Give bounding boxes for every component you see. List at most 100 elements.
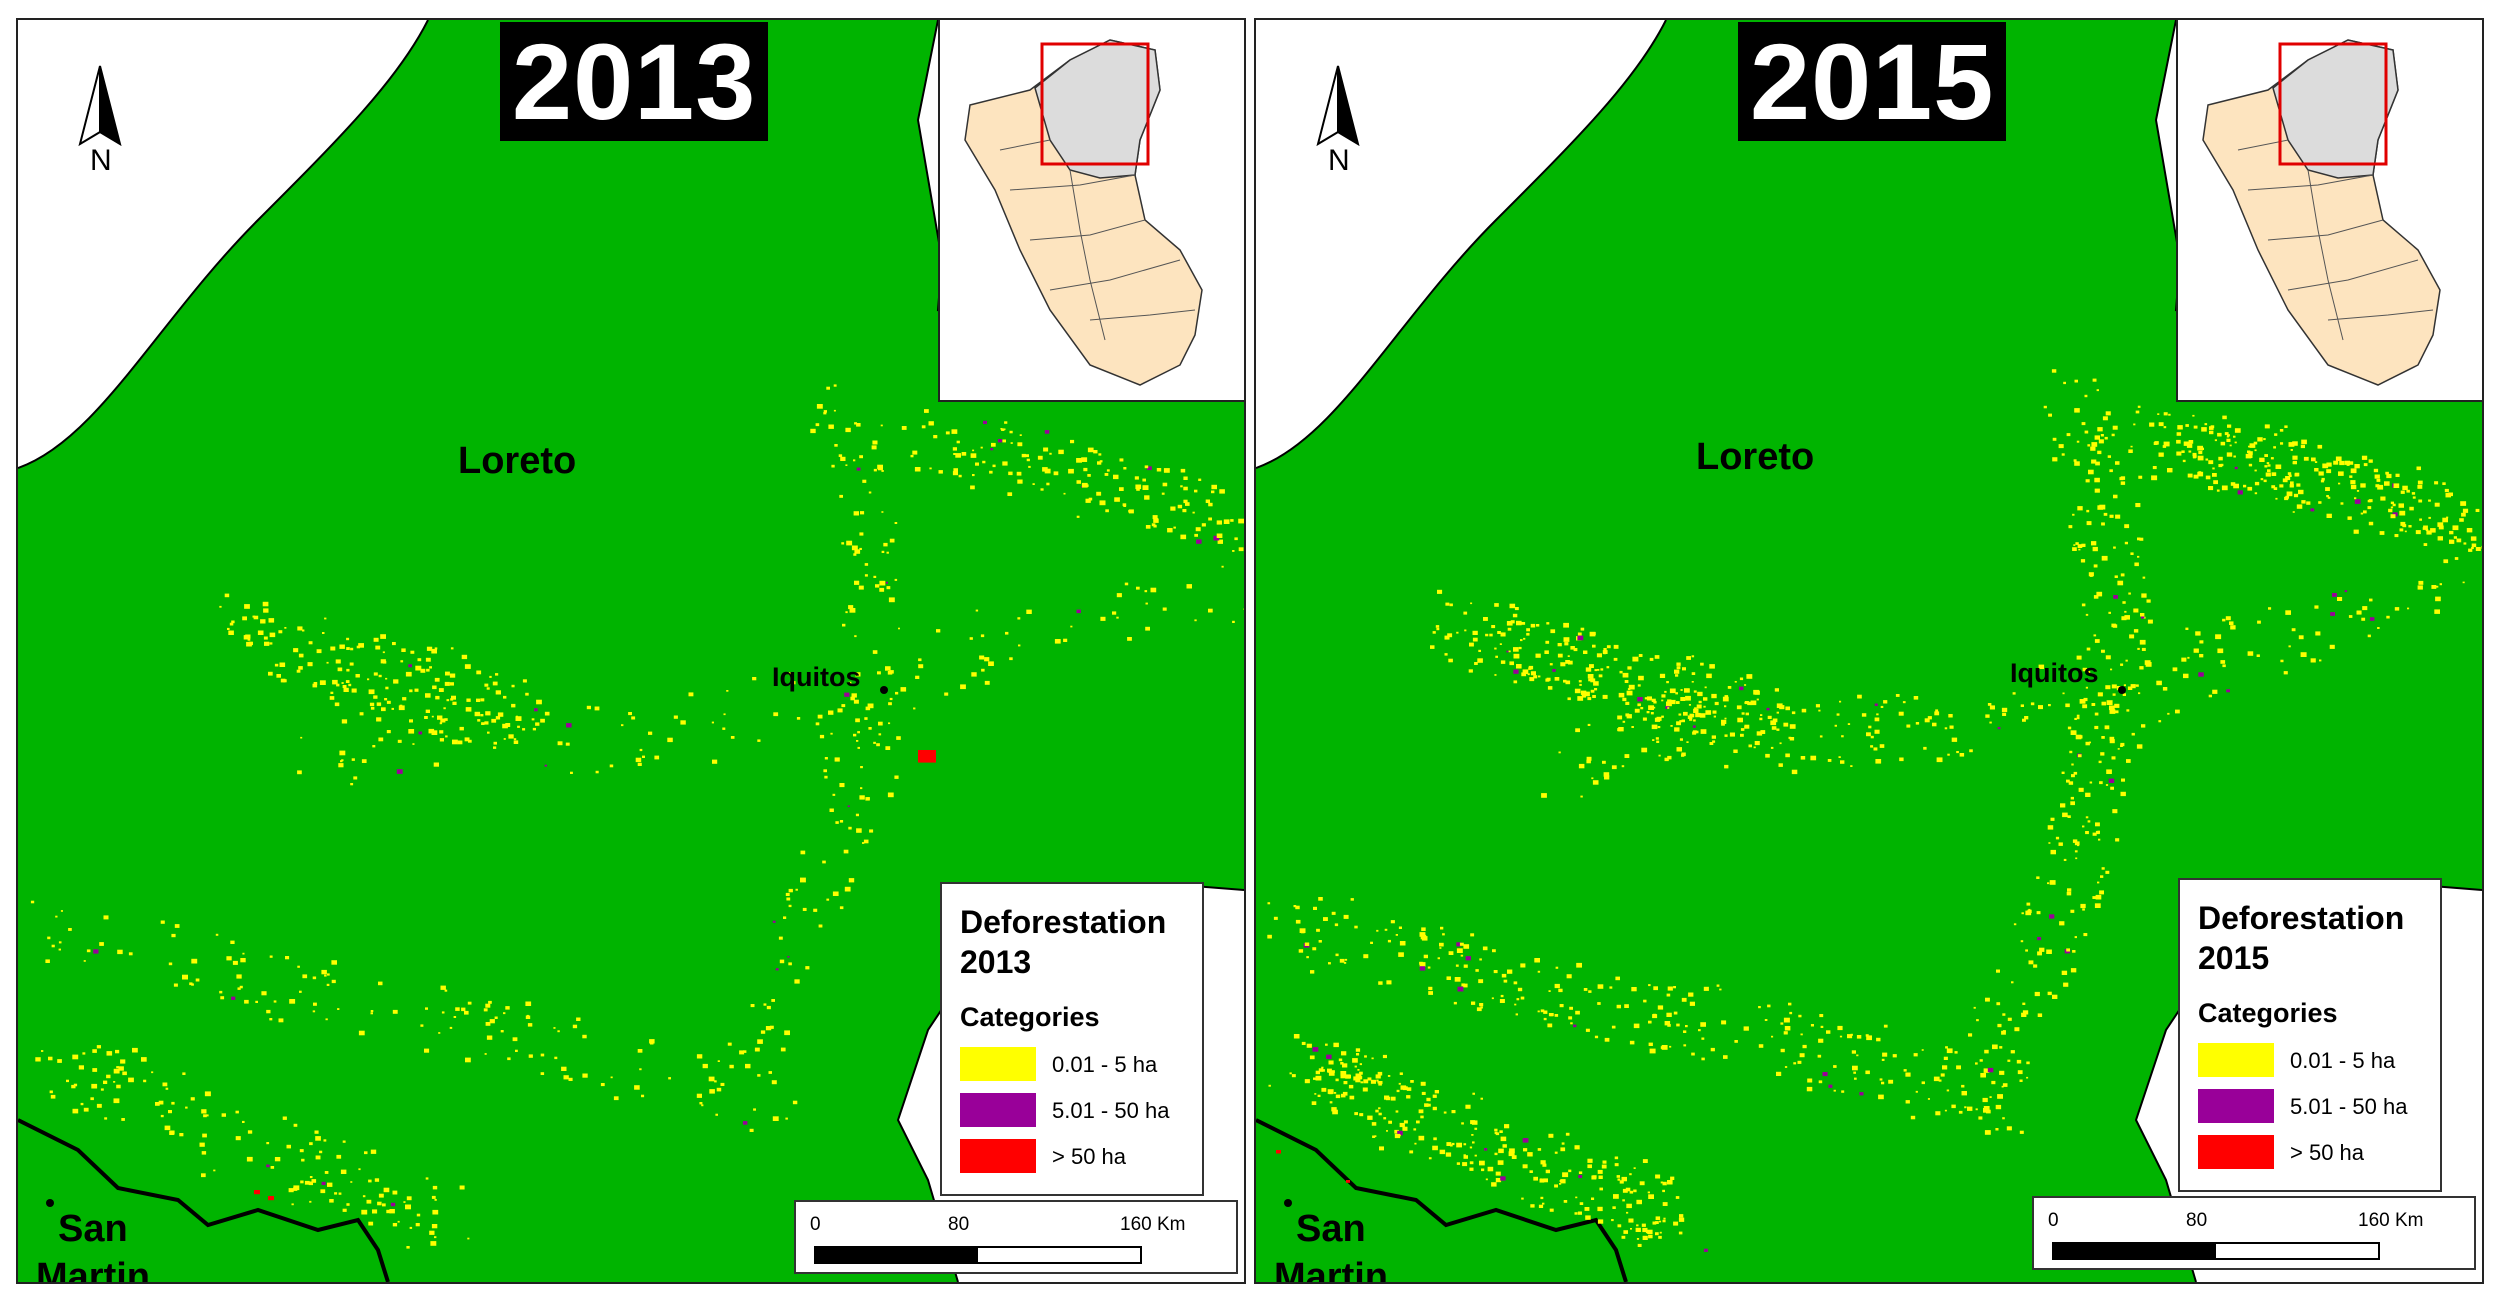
deforestation-pixel: [2100, 875, 2104, 878]
deforestation-pixel: [850, 696, 855, 701]
deforestation-pixel: [424, 716, 428, 719]
deforestation-pixel: [336, 683, 340, 687]
deforestation-pixel: [1888, 1079, 1894, 1084]
deforestation-pixel: [1196, 539, 1202, 544]
deforestation-pixel: [378, 737, 384, 742]
deforestation-pixel: [849, 608, 856, 613]
deforestation-pixel: [41, 1050, 44, 1052]
deforestation-pixel: [1500, 632, 1506, 637]
deforestation-pixel: [2301, 500, 2306, 504]
loreto-region: [2272, 39, 2399, 179]
deforestation-pixel: [1617, 728, 1622, 732]
deforestation-pixel: [1695, 730, 1699, 734]
deforestation-pixel: [1341, 1093, 1346, 1098]
deforestation-pixel: [2105, 784, 2109, 786]
deforestation-pixel: [321, 969, 327, 975]
deforestation-pixel: [714, 1080, 717, 1083]
deforestation-pixel: [182, 974, 188, 980]
deforestation-pixel: [953, 468, 958, 472]
deforestation-pixel: [1548, 1133, 1554, 1138]
deforestation-pixel: [1689, 718, 1693, 721]
deforestation-pixel: [2438, 525, 2444, 530]
deforestation-pixel: [346, 637, 350, 641]
deforestation-pixel: [1499, 999, 1505, 1003]
deforestation-pixel: [1516, 664, 1522, 669]
deforestation-pixel: [1648, 1042, 1653, 1046]
deforestation-pixel: [485, 711, 491, 716]
deforestation-pixel: [1482, 946, 1488, 951]
deforestation-pixel: [377, 1201, 382, 1206]
deforestation-pixel: [1472, 637, 1478, 642]
deforestation-pixel: [493, 741, 497, 745]
deforestation-pixel: [2101, 736, 2105, 739]
legend-label-medium: 5.01 - 50 ha: [2290, 1094, 2408, 1119]
deforestation-pixel: [1325, 1043, 1328, 1046]
deforestation-pixel: [1230, 519, 1234, 522]
deforestation-pixel: [1456, 1142, 1462, 1148]
deforestation-pixel: [426, 668, 430, 672]
deforestation-pixel: [1533, 1176, 1538, 1181]
deforestation-pixel: [1987, 703, 1992, 706]
deforestation-pixel: [2303, 456, 2309, 461]
deforestation-pixel: [1398, 1082, 1401, 1085]
deforestation-pixel: [355, 674, 360, 678]
deforestation-pixel: [1463, 1143, 1467, 1146]
deforestation-pixel: [325, 1018, 328, 1021]
deforestation-pixel: [2137, 405, 2141, 408]
deforestation-pixel: [991, 442, 996, 447]
deforestation-pixel: [1985, 714, 1990, 718]
deforestation-pixel: [1771, 726, 1777, 730]
deforestation-pixel: [1513, 653, 1520, 659]
deforestation-pixel: [1776, 1071, 1782, 1076]
deforestation-pixel: [824, 757, 828, 760]
deforestation-pixel: [1495, 1178, 1502, 1183]
deforestation-pixel: [1648, 705, 1654, 710]
deforestation-pixel: [2111, 756, 2116, 760]
deforestation-pixel: [1801, 708, 1807, 713]
deforestation-pixel: [586, 705, 591, 710]
deforestation-pixel: [1619, 1180, 1624, 1184]
deforestation-pixel: [1609, 986, 1613, 989]
deforestation-pixel: [859, 795, 865, 800]
scale-segment-white: [2214, 1242, 2380, 1260]
deforestation-pixel: [1123, 504, 1127, 507]
deforestation-pixel: [1596, 653, 1602, 658]
deforestation-pixel: [341, 759, 344, 762]
deforestation-pixel: [2321, 477, 2325, 481]
scale-tick-160: 160 Km: [2358, 1210, 2424, 1231]
deforestation-pixel: [1379, 1146, 1384, 1151]
deforestation-pixel: [1779, 705, 1785, 710]
deforestation-pixel: [2434, 502, 2440, 507]
deforestation-pixel: [293, 1123, 298, 1127]
deforestation-pixel: [878, 733, 882, 736]
deforestation-pixel: [141, 1057, 147, 1062]
deforestation-pixel: [969, 637, 973, 640]
loreto-region: [1034, 39, 1161, 179]
deforestation-pixel: [2058, 842, 2063, 846]
deforestation-pixel: [331, 979, 336, 984]
deforestation-pixel: [1833, 1089, 1836, 1092]
deforestation-pixel: [1723, 1055, 1728, 1059]
deforestation-pixel: [1645, 1230, 1650, 1234]
deforestation-pixel: [2059, 921, 2065, 926]
deforestation-pixel: [956, 440, 960, 444]
deforestation-pixel: [839, 494, 843, 498]
deforestation-pixel: [540, 1053, 545, 1057]
deforestation-pixel: [2066, 779, 2070, 783]
deforestation-pixel: [307, 662, 313, 667]
deforestation-pixel: [452, 739, 458, 745]
deforestation-pixel: [391, 707, 394, 710]
deforestation-pixel: [544, 764, 547, 767]
deforestation-pixel: [1440, 926, 1444, 930]
deforestation-pixel: [1362, 1087, 1368, 1092]
deforestation-pixel: [2390, 514, 2396, 519]
deforestation-pixel: [2137, 537, 2141, 541]
deforestation-pixel: [446, 699, 450, 702]
deforestation-pixel: [1326, 1054, 1332, 1059]
deforestation-pixel: [103, 915, 109, 920]
deforestation-pixel: [439, 722, 443, 725]
deforestation-pixel: [1903, 1069, 1907, 1072]
deforestation-pixel: [1211, 484, 1217, 490]
deforestation-pixel: [1653, 1013, 1657, 1017]
deforestation-pixel: [2217, 648, 2224, 654]
